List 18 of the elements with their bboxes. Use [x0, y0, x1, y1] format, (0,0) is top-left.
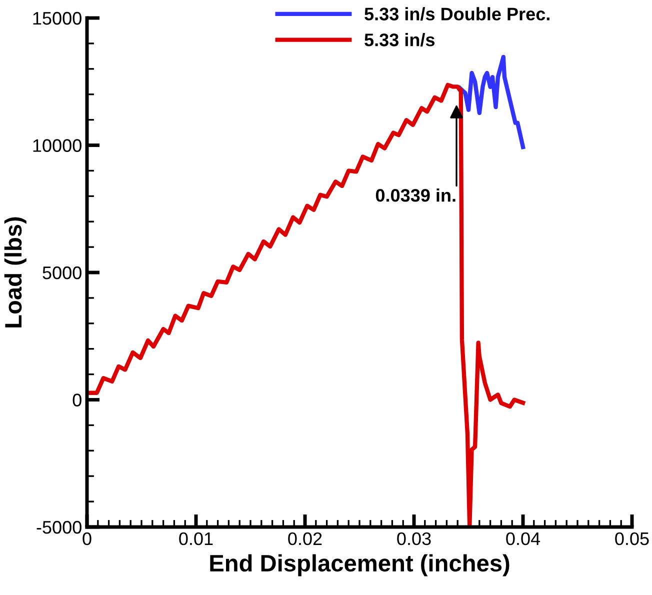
- x-tick-label: 0.02: [288, 532, 322, 546]
- y-tick-label: 10000: [33, 139, 82, 152]
- legend-label: 5.33 in/s Double Prec.: [364, 7, 550, 21]
- x-tick-label: 0.05: [615, 532, 649, 546]
- x-tick-label: 0.03: [397, 532, 431, 546]
- annotation: 0.0339 in.: [376, 188, 456, 202]
- y-tick-label: -5000: [36, 520, 82, 534]
- legend-label: 5.33 in/s: [364, 33, 435, 46]
- x-tick-label: 0: [82, 532, 92, 546]
- x-tick-label: 0.04: [506, 532, 540, 546]
- x-axis-title: End Displacement (inches): [210, 554, 510, 576]
- y-tick-label: 5000: [42, 266, 82, 280]
- y-tick-label: 15000: [33, 12, 82, 25]
- y-tick-label: 0: [72, 394, 82, 406]
- x-tick-label: 0.01: [179, 532, 213, 546]
- line-series: [87, 82, 526, 527]
- line-series: [458, 54, 526, 150]
- y-axis-title: Load (lbs): [4, 217, 26, 328]
